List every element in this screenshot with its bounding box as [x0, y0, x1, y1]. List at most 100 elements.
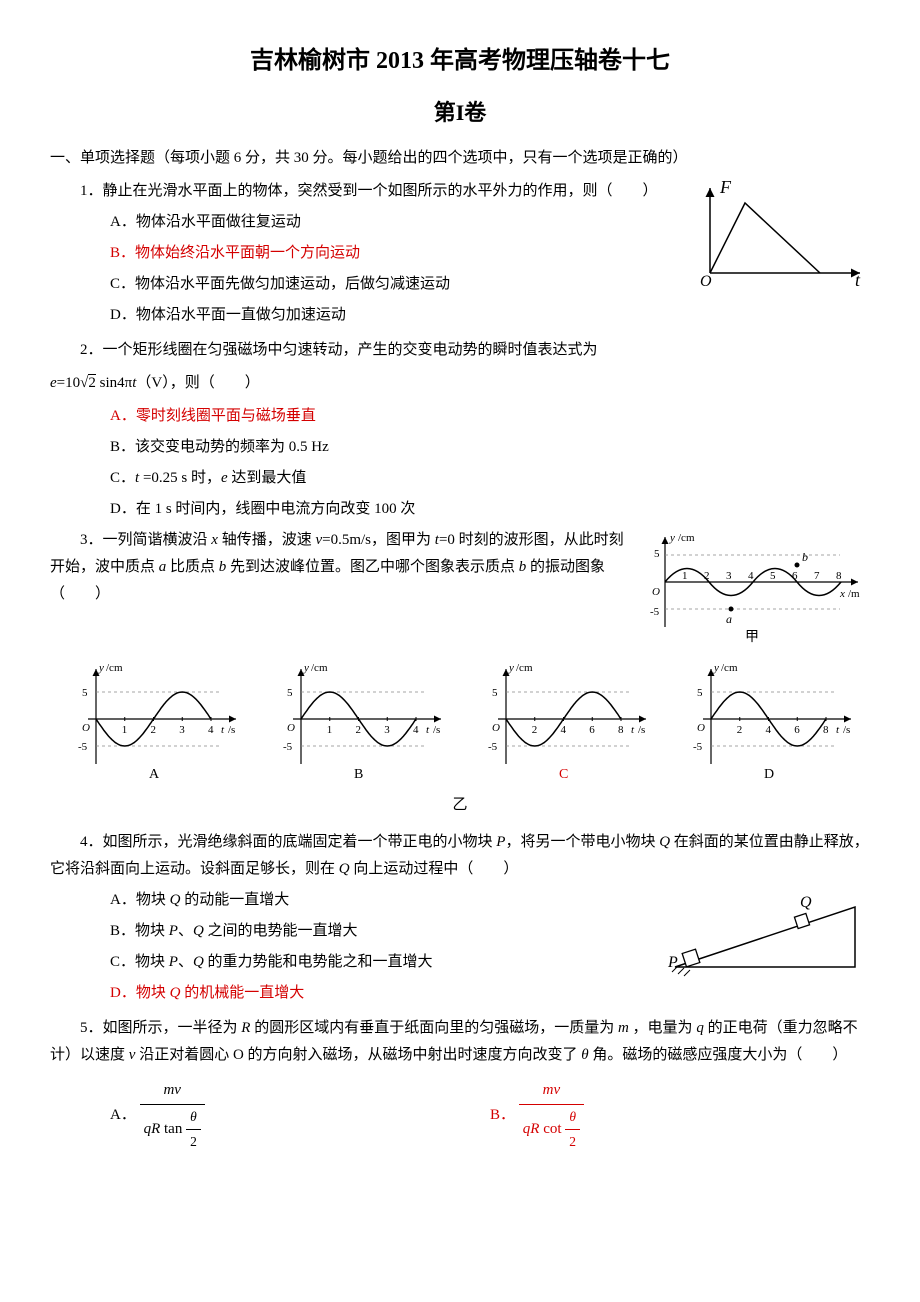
svg-text:/cm: /cm [678, 532, 695, 544]
svg-text:O: O [697, 722, 705, 734]
q4-figure: P Q [660, 887, 870, 982]
svg-text:8: 8 [618, 724, 624, 736]
q5-B-theta: θ [565, 1105, 580, 1130]
axis-F-label: F [719, 178, 732, 197]
svg-text:3: 3 [384, 724, 390, 736]
q5-options: A． mv qR tan θ2 B． mv qR cot θ2 [50, 1077, 870, 1155]
svg-text:O: O [492, 722, 500, 734]
svg-text:4: 4 [765, 724, 771, 736]
svg-text:y: y [98, 662, 104, 674]
svg-text:1: 1 [121, 724, 127, 736]
svg-text:5: 5 [697, 687, 703, 699]
svg-text:8: 8 [836, 570, 842, 582]
q2-opt-C: C．t =0.25 s 时，e 达到最大值 [50, 465, 870, 492]
svg-text:4: 4 [560, 724, 566, 736]
svg-text:4: 4 [748, 570, 754, 582]
q5-A-label: A． [110, 1107, 136, 1123]
svg-text:5: 5 [287, 687, 293, 699]
svg-text:1: 1 [682, 570, 688, 582]
svg-text:P: P [667, 954, 678, 971]
q3-opt-fig-B: y/cmt/s5-5O1234B [273, 657, 443, 782]
svg-text:y: y [508, 662, 514, 674]
q3-option-figures: y/cmt/s5-5O1234A y/cmt/s5-5O1234B y/cmt/… [50, 657, 870, 782]
svg-text:5: 5 [492, 687, 498, 699]
q2-opt-B: B．该交变电动势的频率为 0.5 Hz [50, 434, 870, 461]
q5-stem: 5．如图所示，一半径为 R 的圆形区域内有垂直于纸面向里的匀强磁场，一质量为 m… [50, 1015, 870, 1069]
axis-O-label: O [700, 273, 712, 288]
svg-text:t: t [836, 724, 840, 736]
svg-text:/m: /m [848, 588, 860, 600]
svg-text:4: 4 [413, 724, 419, 736]
svg-text:y: y [713, 662, 719, 674]
svg-text:-5: -5 [650, 606, 660, 618]
section-heading: 一、单项选择题（每项小题 6 分，共 30 分。每小题给出的四个选项中，只有一个… [50, 145, 870, 172]
svg-text:6: 6 [794, 724, 800, 736]
svg-text:1: 1 [326, 724, 332, 736]
svg-text:a: a [726, 612, 732, 626]
q5-A-theta: θ [186, 1105, 201, 1130]
svg-text:A: A [149, 767, 160, 782]
svg-text:t: t [426, 724, 430, 736]
svg-text:7: 7 [814, 570, 820, 582]
svg-text:/s: /s [638, 724, 645, 736]
q3-opt-fig-A: y/cm t/s 5 -5 O 1 2 3 4 A [68, 657, 238, 782]
q3-cap2: 乙 [50, 792, 870, 819]
q5-B-two: 2 [565, 1130, 580, 1154]
svg-text:/cm: /cm [106, 662, 123, 674]
svg-text:O: O [82, 722, 90, 734]
svg-text:3: 3 [726, 570, 732, 582]
page-subtitle: 第I卷 [50, 93, 870, 133]
svg-text:b: b [802, 550, 808, 564]
svg-text:y: y [303, 662, 309, 674]
svg-text:O: O [287, 722, 295, 734]
svg-text:-5: -5 [488, 741, 498, 753]
q4-stem: 4．如图所示，光滑绝缘斜面的底端固定着一个带正电的小物块 P，将另一个带电小物块… [50, 829, 870, 883]
q5-A-two: 2 [186, 1130, 201, 1154]
q5-B-label: B． [490, 1107, 515, 1123]
q3-figure-main: 5 -5 y/cm x/m O 12345678 a b 甲 [640, 527, 870, 647]
svg-text:t: t [221, 724, 225, 736]
svg-text:B: B [354, 767, 363, 782]
svg-text:5: 5 [654, 548, 660, 560]
svg-text:/s: /s [228, 724, 235, 736]
q5-A-num: mv [163, 1082, 181, 1098]
svg-text:-5: -5 [283, 741, 293, 753]
svg-text:t: t [631, 724, 635, 736]
svg-text:/s: /s [433, 724, 440, 736]
q3-opt-fig-C: y/cm t/s 5 -5 O 2 4 6 8 C [478, 657, 648, 782]
q2-opt-D: D．在 1 s 时间内，线圈中电流方向改变 100 次 [50, 496, 870, 523]
svg-text:/s: /s [843, 724, 850, 736]
svg-text:2: 2 [531, 724, 537, 736]
svg-text:-5: -5 [78, 741, 88, 753]
svg-text:O: O [652, 586, 660, 598]
svg-text:/cm: /cm [516, 662, 533, 674]
q2-stem-a: 2．一个矩形线圈在匀强磁场中匀速转动，产生的交变电动势的瞬时值表达式为 [50, 337, 870, 364]
svg-text:2: 2 [150, 724, 156, 736]
svg-text:C: C [559, 767, 568, 782]
axis-t-label: t [855, 270, 861, 288]
q1-figure: F O t [690, 178, 870, 288]
svg-text:y: y [669, 532, 675, 544]
svg-text:6: 6 [589, 724, 595, 736]
svg-text:2: 2 [736, 724, 742, 736]
q3-opt-fig-D: y/cm t/s 5 -5 O 2 4 6 8 D [683, 657, 853, 782]
svg-text:D: D [764, 767, 774, 782]
svg-text:4: 4 [208, 724, 214, 736]
svg-text:x: x [839, 588, 845, 600]
svg-text:5: 5 [770, 570, 776, 582]
svg-text:5: 5 [82, 687, 88, 699]
svg-text:3: 3 [179, 724, 185, 736]
svg-text:8: 8 [823, 724, 829, 736]
svg-text:-5: -5 [693, 741, 703, 753]
q1-opt-D: D．物体沿水平面一直做匀加速运动 [50, 302, 870, 329]
svg-text:/cm: /cm [311, 662, 328, 674]
svg-text:/cm: /cm [721, 662, 738, 674]
q4-opt-D: D．物块 Q 的机械能一直增大 [50, 980, 870, 1007]
svg-text:甲: 甲 [745, 630, 759, 645]
q5-opt-A: A． mv qR tan θ2 [110, 1077, 490, 1155]
svg-text:Q: Q [800, 894, 812, 911]
q5-opt-B: B． mv qR cot θ2 [490, 1077, 870, 1155]
q5-B-num: mv [543, 1082, 561, 1098]
q2-opt-A: A．零时刻线圈平面与磁场垂直 [50, 403, 870, 430]
page-title: 吉林榆树市 2013 年高考物理压轴卷十七 [50, 40, 870, 83]
